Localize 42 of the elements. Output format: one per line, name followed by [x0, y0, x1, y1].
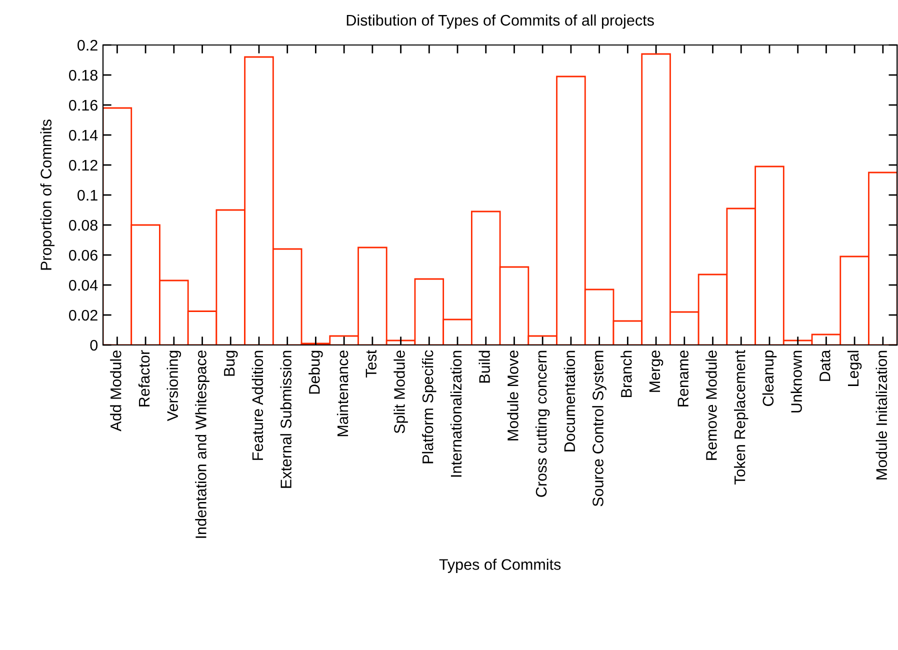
x-tick-label: Add Module	[110, 350, 122, 432]
x-tick-label: Feature Addition	[252, 350, 264, 460]
chart-title: Distibution of Types of Commits of all projects	[346, 14, 654, 29]
x-tick-label: Build	[478, 350, 490, 383]
x-tick-label: Data	[820, 350, 830, 381]
y-tick-label: 0.1	[78, 190, 98, 201]
y-tick-label: 0.02	[69, 310, 98, 321]
x-tick-label: Merge	[649, 350, 664, 392]
x-tick-label: Platform Specific	[422, 350, 436, 464]
y-tick-label: 0.06	[69, 250, 98, 261]
x-tick-label: Branch	[620, 350, 632, 398]
x-tick-label: External Submission	[280, 350, 292, 488]
y-tick-label: 0.18	[69, 70, 98, 81]
x-tick-label: Test	[366, 350, 377, 378]
y-tick-label: 0.08	[69, 220, 98, 231]
y-tick-label: 0.12	[69, 160, 98, 171]
x-tick-label: Internationalization	[450, 350, 462, 477]
x-tick-label: Refactor	[138, 350, 150, 406]
y-tick-label: 0.2	[78, 40, 98, 51]
x-tick-label: Maintenance	[336, 350, 348, 436]
x-tick-label: Module Initalization	[876, 350, 888, 480]
y-tick-label: 0.04	[69, 280, 98, 291]
x-tick-label: Token Replacement	[734, 350, 748, 485]
x-axis-title: Types of Commits	[439, 558, 561, 573]
y-tick-label: 0.16	[69, 100, 98, 111]
y-tick-label: 0.14	[69, 130, 98, 141]
x-tick-label: Indentation and Whitespace	[195, 350, 210, 538]
x-tick-label: Remove Module	[706, 350, 717, 460]
x-tick-label: Cross cutting concern	[535, 350, 550, 497]
x-tick-label: Versioning	[166, 350, 182, 422]
y-axis-title: Proportion of Commits	[40, 120, 55, 270]
x-tick-label: Split Module	[394, 350, 408, 434]
x-tick-label: Rename	[678, 350, 688, 406]
x-tick-label: Cleanup	[762, 350, 777, 406]
x-tick-label: Debug	[308, 350, 323, 394]
x-tick-label: Legal	[847, 350, 862, 386]
x-tick-label: Documentation	[564, 350, 576, 452]
x-tick-label: Source Control System	[592, 350, 606, 506]
x-tick-label: Bug	[224, 350, 238, 376]
x-tick-label: Module Move	[507, 350, 518, 440]
y-tick-label: 0	[90, 340, 98, 351]
x-tick-label: Unknown	[790, 350, 802, 412]
